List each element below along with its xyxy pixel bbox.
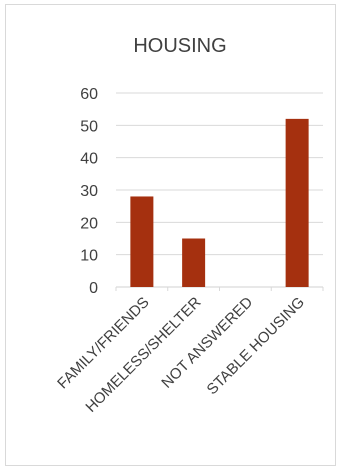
y-tick-label: 10 — [80, 248, 98, 265]
bar-family-friends — [130, 196, 154, 287]
y-tick-label: 50 — [80, 118, 98, 135]
x-tick-label: NOT ANSWERED — [158, 294, 256, 392]
x-tick-label: STABLE HOUSING — [204, 294, 308, 398]
bar-stable-housing — [285, 118, 309, 287]
y-tick-label: 60 — [80, 86, 98, 103]
y-tick-label: 40 — [80, 151, 98, 168]
bar-homeless-shelter — [182, 238, 206, 287]
chart-title: HOUSING — [133, 35, 226, 57]
y-axis-ticks: 0 10 20 30 40 50 60 — [80, 86, 98, 297]
y-tick-label: 20 — [80, 215, 98, 232]
y-tick-label: 0 — [89, 280, 98, 297]
bars — [130, 118, 309, 287]
chart-frame — [5, 4, 336, 466]
y-tick-label: 30 — [80, 183, 98, 200]
x-tick-label: FAMILY/FRIENDS — [54, 294, 152, 392]
